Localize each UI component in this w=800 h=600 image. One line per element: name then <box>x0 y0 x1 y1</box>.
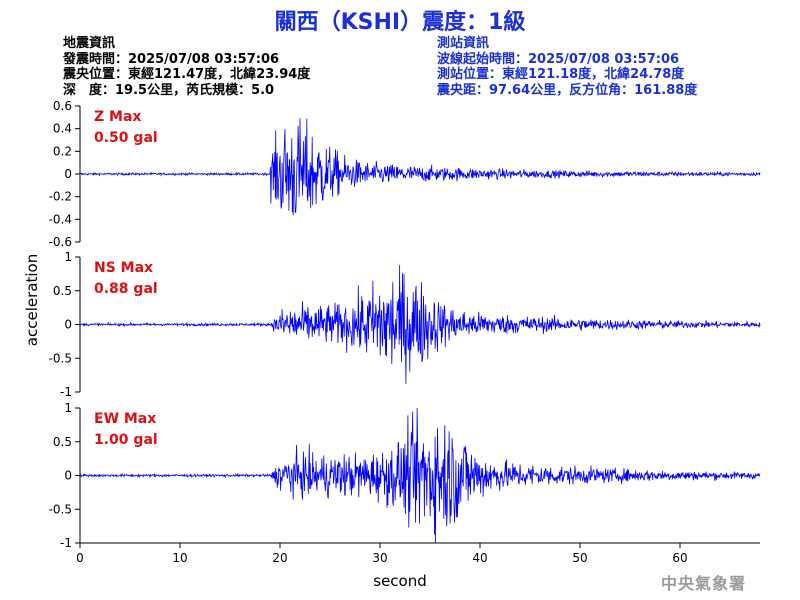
x-tick-label: 40 <box>472 551 487 565</box>
station-distance: 震央距：97.64公里，反方位角：161.88度 <box>437 82 698 98</box>
y-tick-label: 0 <box>64 318 72 332</box>
max-label-ew: EW Max <box>94 411 156 427</box>
x-tick-label: 10 <box>172 551 187 565</box>
station-wave-start: 波線起始時間：2025/07/08 03:57:06 <box>437 51 680 67</box>
quake-epicenter: 震央位置：東經121.47度，北緯23.94度 <box>63 67 311 82</box>
x-tick-label: 0 <box>76 551 84 565</box>
x-tick-label: 30 <box>372 551 387 565</box>
waveform-trace-z <box>79 118 761 216</box>
agency-footer: 中央氣象署 <box>660 574 746 593</box>
y-axis-label: acceleration <box>23 254 41 346</box>
y-tick-label: 0.2 <box>53 144 72 158</box>
y-tick-label: -0.2 <box>49 190 72 204</box>
max-value-z: 0.50 gal <box>94 130 158 146</box>
y-tick-label: 0.4 <box>53 122 72 136</box>
station-info-heading: 測站資訊 <box>437 36 490 51</box>
x-axis-label: second <box>373 572 427 590</box>
y-tick-label: 1 <box>64 250 72 264</box>
y-tick-label: 0 <box>64 167 72 181</box>
station-location: 測站位置：東經121.18度，北緯24.78度 <box>437 67 685 82</box>
y-tick-label: -1 <box>60 536 72 550</box>
station-info-block: 測站資訊 波線起始時間：2025/07/08 03:57:06 測站位置：東經1… <box>437 36 697 98</box>
quake-depth-magnitude: 深 度：19.5公里，芮氏規模：5.0 <box>63 82 275 98</box>
max-label-z: Z Max <box>94 109 141 125</box>
quake-time: 發震時間：2025/07/08 03:57:06 <box>63 51 280 67</box>
x-tick-label: 50 <box>572 551 587 565</box>
quake-info-heading: 地震資訊 <box>63 36 116 51</box>
max-value-ew: 1.00 gal <box>94 432 158 448</box>
y-tick-label: 1 <box>64 401 72 415</box>
quake-info-block: 地震資訊 發震時間：2025/07/08 03:57:06 震央位置：東經121… <box>63 36 310 98</box>
y-tick-label: 0 <box>64 469 72 483</box>
x-tick-label: 60 <box>672 551 687 565</box>
y-tick-label: -1 <box>60 385 72 399</box>
y-tick-label: 0.5 <box>53 435 72 449</box>
x-tick-label: 20 <box>272 551 287 565</box>
max-label-ns: NS Max <box>94 260 153 276</box>
max-value-ns: 0.88 gal <box>94 281 158 297</box>
page-title: 關西（KSHI）震度：1級 <box>274 10 526 35</box>
y-tick-label: 0.5 <box>53 284 72 298</box>
y-tick-label: -0.6 <box>49 235 72 249</box>
y-tick-label: 0.6 <box>53 99 72 113</box>
waveform-trace-ns <box>79 265 761 384</box>
y-tick-label: -0.4 <box>49 212 72 226</box>
waveform-trace-ew <box>79 407 761 544</box>
y-tick-label: -0.5 <box>49 502 72 516</box>
y-tick-label: -0.5 <box>49 351 72 365</box>
